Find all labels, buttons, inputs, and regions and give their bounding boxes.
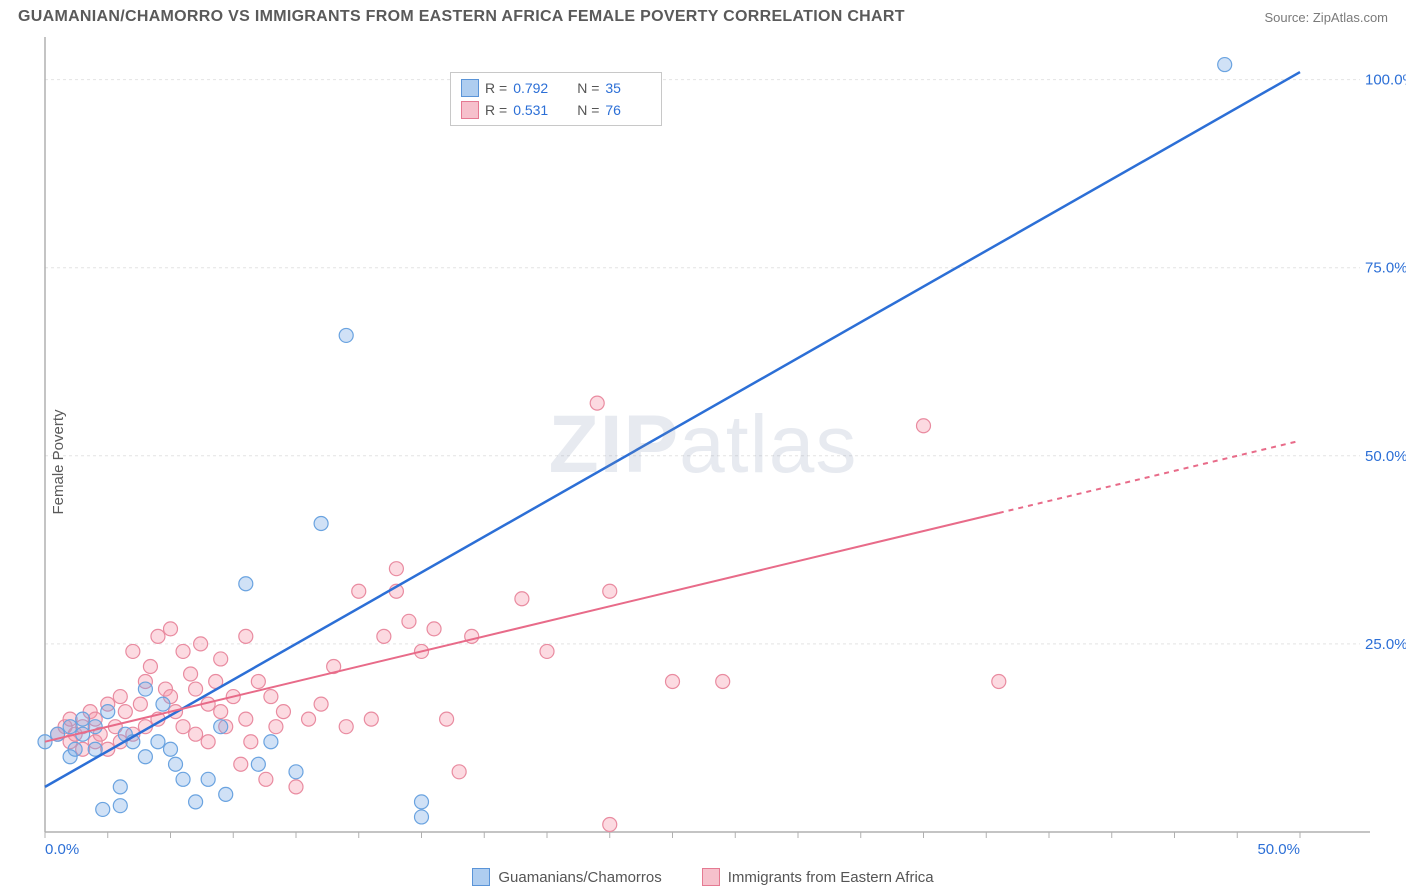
- stat-n-value: 76: [605, 102, 651, 118]
- source-attribution: Source: ZipAtlas.com: [1264, 10, 1388, 25]
- legend-swatch-blue: [472, 868, 490, 886]
- scatter-plot: 25.0% 50.0% 75.0% 100.0% 0.0% 50.0%: [0, 32, 1406, 862]
- stat-r-value: 0.792: [513, 80, 559, 96]
- y-axis-label: Female Poverty: [50, 409, 67, 514]
- svg-text:25.0%: 25.0%: [1365, 636, 1406, 653]
- stat-n-label: N =: [577, 102, 599, 118]
- stat-r-label: R =: [485, 102, 507, 118]
- correlation-stats-legend: R = 0.792 N = 35 R = 0.531 N = 76: [450, 72, 662, 126]
- stat-n-label: N =: [577, 80, 599, 96]
- legend-label-pink: Immigrants from Eastern Africa: [728, 869, 934, 886]
- legend-item-pink: Immigrants from Eastern Africa: [702, 868, 934, 886]
- stat-r-value: 0.531: [513, 102, 559, 118]
- chart-title: GUAMANIAN/CHAMORRO VS IMMIGRANTS FROM EA…: [18, 8, 905, 26]
- stats-row: R = 0.531 N = 76: [461, 99, 651, 121]
- svg-text:0.0%: 0.0%: [45, 841, 79, 858]
- stats-swatch: [461, 101, 479, 119]
- legend-label-blue: Guamanians/Chamorros: [498, 869, 661, 886]
- legend-item-blue: Guamanians/Chamorros: [472, 868, 661, 886]
- series-legend: Guamanians/Chamorros Immigrants from Eas…: [0, 868, 1406, 886]
- chart-header: GUAMANIAN/CHAMORRO VS IMMIGRANTS FROM EA…: [0, 0, 1406, 30]
- svg-text:100.0%: 100.0%: [1365, 72, 1406, 89]
- stats-swatch: [461, 79, 479, 97]
- stat-n-value: 35: [605, 80, 651, 96]
- stat-r-label: R =: [485, 80, 507, 96]
- svg-text:75.0%: 75.0%: [1365, 260, 1406, 277]
- stats-row: R = 0.792 N = 35: [461, 77, 651, 99]
- chart-container: Female Poverty 25.0% 50.0% 75.0% 100.0% 0.0%…: [0, 32, 1406, 892]
- legend-swatch-pink: [702, 868, 720, 886]
- svg-text:50.0%: 50.0%: [1257, 841, 1300, 858]
- svg-text:50.0%: 50.0%: [1365, 448, 1406, 465]
